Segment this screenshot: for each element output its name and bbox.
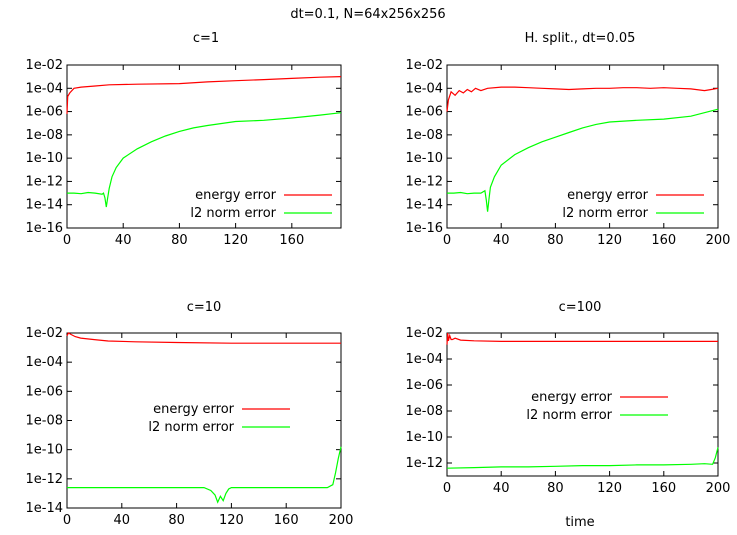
y-tick-label: 1e-16 [25, 221, 63, 236]
y-tick-label: 1e-08 [25, 414, 63, 429]
y-tick-label: 1e-02 [405, 58, 443, 73]
x-tick-label: 120 [219, 513, 244, 528]
x-tick-label: 40 [493, 481, 510, 496]
x-tick-label: 80 [547, 233, 564, 248]
x-tick-label: 160 [651, 481, 676, 496]
y-tick-label: 1e-14 [25, 501, 63, 516]
y-tick-label: 1e-08 [25, 128, 63, 143]
plot-frame [66, 64, 342, 229]
x-tick-label: 40 [115, 233, 132, 248]
legend-label: l2 norm error [190, 206, 276, 221]
y-tick-label: 1e-16 [405, 221, 443, 236]
series-line-energy-error [446, 86, 719, 112]
y-tick-label: 1e-06 [405, 105, 443, 120]
y-tick-label: 1e-04 [405, 352, 443, 367]
x-tick-label: 40 [493, 233, 510, 248]
x-tick-label: 80 [547, 481, 564, 496]
y-tick-label: 1e-04 [25, 81, 63, 96]
x-tick-label: 200 [329, 513, 354, 528]
y-tick-label: 1e-10 [405, 430, 443, 445]
series-line-l2-norm-error [67, 112, 342, 208]
x-axis-label: time [565, 515, 594, 530]
y-tick-label: 1e-06 [25, 384, 63, 399]
legend-label: l2 norm error [148, 420, 234, 435]
x-tick-label: 200 [706, 233, 731, 248]
y-tick-label: 1e-04 [25, 355, 63, 370]
x-tick-label: 120 [597, 233, 622, 248]
y-tick-label: 1e-14 [405, 198, 443, 213]
panel-title: c=10 [187, 300, 222, 315]
y-tick-label: 1e-12 [25, 174, 63, 189]
y-tick-label: 1e-08 [405, 128, 443, 143]
panel-c100: c=100 time 1e-12 1e-10 1e-08 1e-06 1e-04 1e-0… [405, 300, 730, 530]
panel-c1: c=1 1e-16 1e-14 1e-12 1e-10 1e-08 1e-06 1e-04 1… [25, 31, 342, 248]
y-tick-label: 1e-02 [405, 326, 443, 341]
series-line-l2-norm-error [447, 108, 719, 212]
legend-label: l2 norm error [526, 408, 612, 423]
y-tick-label: 1e-08 [405, 404, 443, 419]
legend-label: l2 norm error [562, 206, 648, 221]
x-tick-label: 0 [63, 513, 71, 528]
panel-h-split: H. split., dt=0.05 1e-16 1e-14 1e-12 1e-10 1… [405, 31, 730, 248]
x-tick-label: 0 [443, 233, 451, 248]
y-tick-label: 1e-06 [25, 105, 63, 120]
figure-suptitle: dt=0.1, N=64x256x256 [290, 7, 445, 22]
x-tick-label: 120 [223, 233, 248, 248]
legend-label: energy error [567, 188, 649, 203]
legend-label: energy error [153, 402, 235, 417]
y-tick-label: 1e-12 [405, 174, 443, 189]
series-line-energy-error [66, 332, 341, 344]
y-tick-label: 1e-12 [405, 456, 443, 471]
y-tick-label: 1e-04 [405, 81, 443, 96]
legend-label: energy error [531, 390, 613, 405]
y-tick-label: 1e-10 [25, 443, 63, 458]
series-line-l2-norm-error [67, 446, 342, 504]
panel-title: c=1 [193, 31, 219, 46]
x-tick-label: 40 [114, 513, 131, 528]
x-tick-label: 120 [597, 481, 622, 496]
plot-frame [446, 332, 719, 477]
y-tick-label: 1e-14 [25, 198, 63, 213]
y-tick-label: 1e-10 [405, 151, 443, 166]
x-tick-label: 80 [168, 513, 185, 528]
x-tick-label: 80 [171, 233, 188, 248]
x-tick-label: 160 [279, 233, 304, 248]
x-tick-label: 160 [651, 233, 676, 248]
y-tick-label: 1e-02 [25, 58, 63, 73]
plot-frame [446, 64, 719, 229]
y-tick-label: 1e-10 [25, 151, 63, 166]
y-tick-label: 1e-06 [405, 378, 443, 393]
y-tick-label: 1e-12 [25, 472, 63, 487]
series-line-energy-error [66, 76, 342, 114]
x-tick-label: 200 [706, 481, 731, 496]
series-line-l2-norm-error [446, 447, 719, 469]
series-line-energy-error [446, 332, 718, 345]
x-tick-label: 160 [274, 513, 299, 528]
panel-title: c=100 [559, 300, 602, 315]
panel-c10: c=10 1e-14 1e-12 1e-10 1e-08 1e-06 1e-04 1e-02… [25, 300, 353, 528]
legend-label: energy error [195, 188, 277, 203]
x-tick-label: 0 [443, 481, 451, 496]
y-tick-label: 1e-02 [25, 326, 63, 341]
panel-title: H. split., dt=0.05 [525, 31, 636, 46]
x-tick-label: 0 [63, 233, 71, 248]
